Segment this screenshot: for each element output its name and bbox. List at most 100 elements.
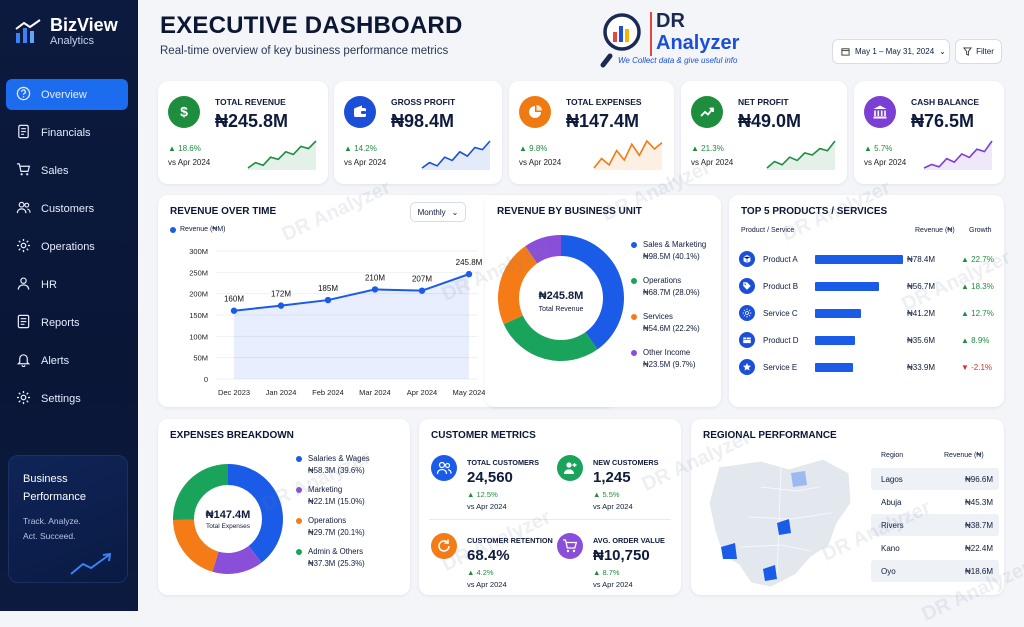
date-range-value: May 1 – May 31, 2024 <box>855 47 935 56</box>
main-content: EXECUTIVE DASHBOARD Real-time overview o… <box>138 0 1024 626</box>
region-row[interactable]: Oyo ₦18.6M <box>871 560 999 582</box>
sidebar-item-hr[interactable]: HR <box>6 269 128 300</box>
product-growth: ▼ -2.1% <box>961 362 993 372</box>
kpi-value: ₦245.8M <box>215 111 289 131</box>
filter-button[interactable]: Filter <box>955 39 1002 64</box>
card-title: REGIONAL PERFORMANCE <box>703 430 837 441</box>
bell-icon <box>16 352 31 370</box>
sidebar-item-label: Customers <box>41 202 95 215</box>
page-title: EXECUTIVE DASHBOARD <box>160 12 463 39</box>
pie-icon <box>519 96 551 128</box>
period-select[interactable]: Monthly ⌄ <box>410 202 466 222</box>
kpi-card-cash-balance[interactable]: CASH BALANCE ₦76.5M ▲ 5.7% vs Apr 2024 <box>854 81 1004 184</box>
page-subtitle: Real-time overview of key business perfo… <box>160 45 449 57</box>
app-name: BizView <box>50 15 118 35</box>
product-growth: ▲ 12.7% <box>961 308 994 318</box>
cube-icon <box>739 251 755 267</box>
data-point[interactable] <box>324 296 332 304</box>
donut-slice[interactable] <box>561 235 624 350</box>
sidebar-item-label: Operations <box>41 240 95 253</box>
metric-value: ₦10,750 <box>593 547 650 564</box>
sidebar-nav: Overview Financials Sales Customers Operatio… <box>6 79 128 421</box>
legend-swatch <box>296 486 302 493</box>
kpi-card-net-profit[interactable]: NET PROFIT ₦49.0M ▲ 21.3% vs Apr 2024 <box>681 81 847 184</box>
product-row[interactable]: Service E ₦33.9M ▼ -2.1% <box>739 355 1001 379</box>
kpi-card-total-expenses[interactable]: TOTAL EXPENSES ₦147.4M ▲ 9.8% vs Apr 2024 <box>509 81 674 184</box>
chevron-down-icon: ⌄ <box>939 47 946 56</box>
donut-slice[interactable] <box>173 519 219 572</box>
kpi-sparkline <box>923 140 993 170</box>
donut-slice[interactable] <box>228 464 283 563</box>
promo-line4: Act. Succeed. <box>23 531 76 541</box>
kpi-comparison: vs Apr 2024 <box>864 158 907 167</box>
legend-swatch <box>631 349 637 356</box>
kpi-card-total-revenue[interactable]: $ TOTAL REVENUE ₦245.8M ▲ 18.6% vs Apr 2024 <box>158 81 328 184</box>
donut-center-value: ₦147.4M <box>205 509 251 521</box>
top-products-card: TOP 5 PRODUCTS / SERVICES Product / Serv… <box>729 195 1004 407</box>
region-row[interactable]: Kano ₦22.4M <box>871 537 999 559</box>
data-point[interactable] <box>371 286 379 293</box>
sidebar-item-overview[interactable]: Overview <box>6 79 128 110</box>
data-point[interactable] <box>230 307 238 314</box>
legend-swatch <box>296 455 302 462</box>
legend-value: ₦98.5M (40.1%) <box>643 252 700 261</box>
app-subtitle: Analytics <box>50 35 95 47</box>
legend-item: Operations ₦29.7M (20.1%) <box>296 515 365 539</box>
metric-customer-retention[interactable]: CUSTOMER RETENTION 68.4% ▲ 4.2% vs Apr 2024 <box>431 533 553 593</box>
donut-slice[interactable] <box>173 464 228 521</box>
data-point[interactable] <box>418 287 426 294</box>
sidebar-item-sales[interactable]: Sales <box>6 155 128 186</box>
card-title: EXPENSES BREAKDOWN <box>170 430 294 441</box>
data-label: 245.8M <box>456 258 483 267</box>
region-row[interactable]: Rivers ₦38.7M <box>871 514 999 536</box>
calendar-icon <box>841 48 850 56</box>
chart-legend: Revenue (₦M) <box>170 226 226 233</box>
product-row[interactable]: Product B ₦56.7M ▲ 18.3% <box>739 274 1001 298</box>
promo-line1: Business <box>23 473 68 485</box>
donut-slice[interactable] <box>498 246 538 325</box>
metric-label: CUSTOMER RETENTION <box>467 536 553 545</box>
kpi-sparkline <box>247 140 317 170</box>
legend-value: ₦58.3M (39.6%) <box>308 466 365 475</box>
donut-slice[interactable] <box>212 545 262 574</box>
card-title: REVENUE OVER TIME <box>170 206 277 217</box>
product-row[interactable]: Product A ₦78.4M ▲ 22.7% <box>739 247 1001 271</box>
donut-center-label: Total Expenses <box>205 523 251 530</box>
sidebar-item-customers[interactable]: Customers <box>6 193 128 224</box>
date-range-picker[interactable]: May 1 – May 31, 2024 ⌄ <box>832 39 950 64</box>
data-point[interactable] <box>277 302 285 309</box>
metric-change: ▲ 5.5% <box>593 490 620 499</box>
data-label: 172M <box>271 290 291 299</box>
region-row[interactable]: Abuja ₦45.3M <box>871 491 999 513</box>
data-point[interactable] <box>465 270 473 278</box>
sparkline-line <box>421 140 491 169</box>
metric-total-customers[interactable]: TOTAL CUSTOMERS 24,560 ▲ 12.5% vs Apr 2024 <box>431 455 551 515</box>
product-row[interactable]: Product D ₦35.6M ▲ 8.9% <box>739 328 1001 352</box>
region-name: Kano <box>881 543 900 553</box>
kpi-card-gross-profit[interactable]: GROSS PROFIT ₦98.4M ▲ 14.2% vs Apr 2024 <box>334 81 502 184</box>
kpi-value: ₦76.5M <box>911 111 975 131</box>
sidebar-item-operations[interactable]: Operations <box>6 231 128 262</box>
donut-slice[interactable] <box>525 235 561 264</box>
tag-icon <box>739 278 755 294</box>
dollar-icon: $ <box>168 96 200 128</box>
sidebar-item-reports[interactable]: Reports <box>6 307 128 338</box>
sidebar-item-alerts[interactable]: Alerts <box>6 345 128 376</box>
sidebar-item-financials[interactable]: Financials <box>6 117 128 148</box>
metric-change: ▲ 12.5% <box>467 490 498 499</box>
cart-icon <box>557 533 583 559</box>
kpi-label: NET PROFIT <box>738 97 789 107</box>
svg-text:$: $ <box>180 104 188 120</box>
metric-avg-order-value[interactable]: AVG. ORDER VALUE ₦10,750 ▲ 8.7% vs Apr 2024 <box>557 533 677 593</box>
product-revenue: ₦33.9M <box>907 362 936 372</box>
donut-slice[interactable] <box>503 315 598 361</box>
product-revenue-bar <box>815 281 879 291</box>
legend-item: Services ₦54.6M (22.2%) <box>631 311 700 335</box>
card-title: CUSTOMER METRICS <box>431 430 536 441</box>
product-growth: ▲ 18.3% <box>961 281 994 291</box>
app-logo[interactable]: BizView Analytics <box>14 16 118 47</box>
region-row[interactable]: Lagos ₦96.6M <box>871 468 999 490</box>
metric-new-customers[interactable]: NEW CUSTOMERS 1,245 ▲ 5.5% vs Apr 2024 <box>557 455 677 515</box>
product-row[interactable]: Service C ₦41.2M ▲ 12.7% <box>739 301 1001 325</box>
sidebar-item-settings[interactable]: Settings <box>6 383 128 414</box>
